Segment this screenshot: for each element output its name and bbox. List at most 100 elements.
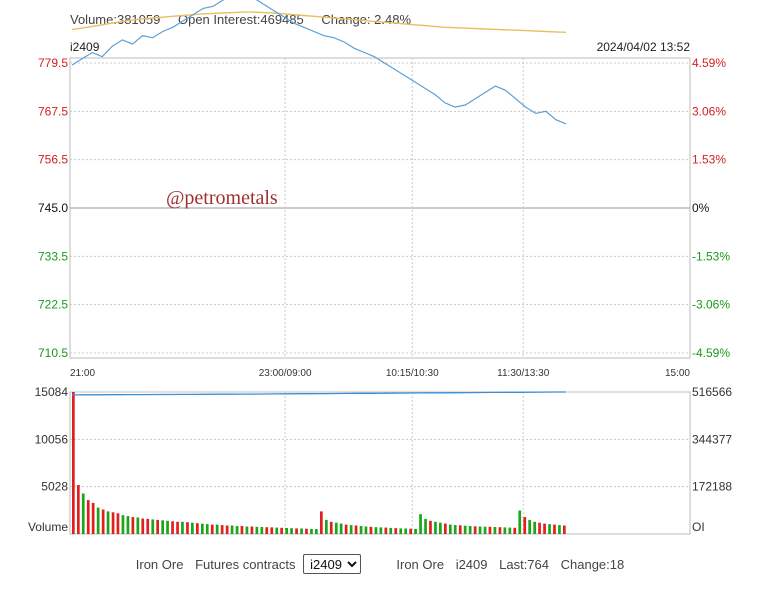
footer-product-name: Iron Ore xyxy=(396,556,445,572)
oi-axis-label: OI xyxy=(692,520,705,534)
volume-bar xyxy=(285,528,288,534)
volume-bar xyxy=(305,528,308,534)
volume-bar xyxy=(409,528,412,534)
volume-bar xyxy=(146,518,150,534)
pct-y-tick: -4.59% xyxy=(692,346,730,360)
volume-bar xyxy=(161,520,164,534)
footer-futures-label: Futures contracts xyxy=(195,556,296,572)
footer-contract-code: i2409 xyxy=(455,556,488,572)
volume-bar xyxy=(498,527,502,534)
volume-bar xyxy=(225,525,229,534)
pct-y-tick: -3.06% xyxy=(692,298,730,312)
volume-bar xyxy=(344,524,348,534)
volume-bar xyxy=(493,527,497,534)
volume-bar xyxy=(255,526,259,534)
stats-bar: Volume:381059 Open Interest:469485 Chang… xyxy=(70,12,425,27)
price-line xyxy=(71,0,567,125)
volume-bar xyxy=(334,522,338,534)
open-interest-stat: Open Interest:469485 xyxy=(177,12,304,27)
oi-y-tick: 344377 xyxy=(692,432,732,446)
volume-bar xyxy=(553,524,556,534)
price-y-tick: 722.5 xyxy=(38,298,68,312)
volume-bar xyxy=(513,527,517,534)
volume-bar xyxy=(181,521,184,534)
price-y-tick: 756.5 xyxy=(38,153,68,167)
volume-bar xyxy=(523,517,527,534)
open-interest-line xyxy=(71,391,566,396)
price-y-tick: 733.5 xyxy=(38,249,68,263)
volume-y-tick: 15084 xyxy=(35,385,69,399)
volume-bar xyxy=(444,523,447,534)
watermark-text: @petrometals xyxy=(166,187,278,209)
volume-bar xyxy=(364,526,368,534)
pct-y-tick: 4.59% xyxy=(692,56,726,70)
volume-bar xyxy=(240,526,244,534)
volume-bar xyxy=(488,526,492,534)
volume-bar xyxy=(315,529,318,534)
x-tick: 10:15/10:30 xyxy=(386,368,439,379)
volume-bar xyxy=(265,527,269,534)
volume-bar xyxy=(508,527,512,534)
volume-y-tick: 5028 xyxy=(41,480,68,494)
pct-y-tick: -1.53% xyxy=(692,249,730,263)
footer-bar: Iron Ore Futures contracts i2409 Iron Or… xyxy=(0,554,760,574)
volume-bar xyxy=(101,509,105,534)
volume-bar xyxy=(399,528,403,534)
volume-panel: 15084 516566 10056 344377 5028 172188 Volume OI xyxy=(28,385,732,535)
oi-y-tick: 172188 xyxy=(692,480,732,494)
volume-bar xyxy=(310,528,313,534)
volume-bar xyxy=(379,527,383,534)
contract-select[interactable]: i2409 xyxy=(303,554,362,574)
footer-last: Last:764 xyxy=(499,556,549,572)
volume-bar xyxy=(300,528,303,534)
volume-bar xyxy=(394,528,398,534)
volume-bar xyxy=(121,515,125,534)
volume-bar xyxy=(131,517,135,534)
volume-bar xyxy=(151,519,155,534)
volume-bar xyxy=(260,527,264,534)
volume-bar xyxy=(106,511,110,534)
price-panel: 779.5 4.59% 767.5 3.06% 756.5 1.53% 745.0 0% 733… xyxy=(38,0,730,379)
volume-bar xyxy=(295,528,298,534)
volume-bar xyxy=(543,523,546,534)
volume-bar xyxy=(166,520,169,534)
volume-bar xyxy=(439,522,442,534)
volume-bar xyxy=(389,527,393,534)
volume-bar xyxy=(176,521,179,534)
volume-bar xyxy=(453,525,457,534)
volume-bar xyxy=(91,502,95,534)
volume-bar xyxy=(404,528,407,534)
volume-bar xyxy=(220,525,224,534)
oi-y-tick: 516566 xyxy=(692,385,732,399)
footer-change: Change:18 xyxy=(560,556,625,572)
volume-bar xyxy=(528,519,531,534)
volume-bar xyxy=(86,500,90,534)
volume-bar xyxy=(369,526,373,534)
volume-bar xyxy=(419,514,422,534)
volume-bar xyxy=(77,485,80,534)
volume-bar xyxy=(468,526,472,534)
volume-bar xyxy=(191,522,194,534)
volume-bar xyxy=(424,518,427,534)
volume-bar xyxy=(503,527,507,534)
volume-y-tick: 10056 xyxy=(35,432,69,446)
volume-bar xyxy=(235,526,239,534)
price-y-tick: 767.5 xyxy=(38,104,68,118)
volume-bar xyxy=(458,525,462,534)
pct-y-tick: 1.53% xyxy=(692,153,726,167)
volume-bar xyxy=(280,527,283,534)
price-y-tick: 710.5 xyxy=(38,346,68,360)
x-tick: 15:00 xyxy=(665,368,690,379)
volume-panel-frame xyxy=(69,391,691,535)
volume-bar xyxy=(434,521,437,534)
contract-code: i2409 xyxy=(70,40,100,54)
volume-bar xyxy=(210,524,214,534)
volume-bar xyxy=(414,528,417,534)
pct-y-tick: 0% xyxy=(692,201,710,215)
volume-bar xyxy=(156,519,159,534)
volume-bar xyxy=(339,523,343,534)
x-tick: 21:00 xyxy=(70,368,95,379)
volume-bar xyxy=(205,524,209,534)
volume-bar xyxy=(136,517,140,534)
price-y-tick: 779.5 xyxy=(38,56,68,70)
